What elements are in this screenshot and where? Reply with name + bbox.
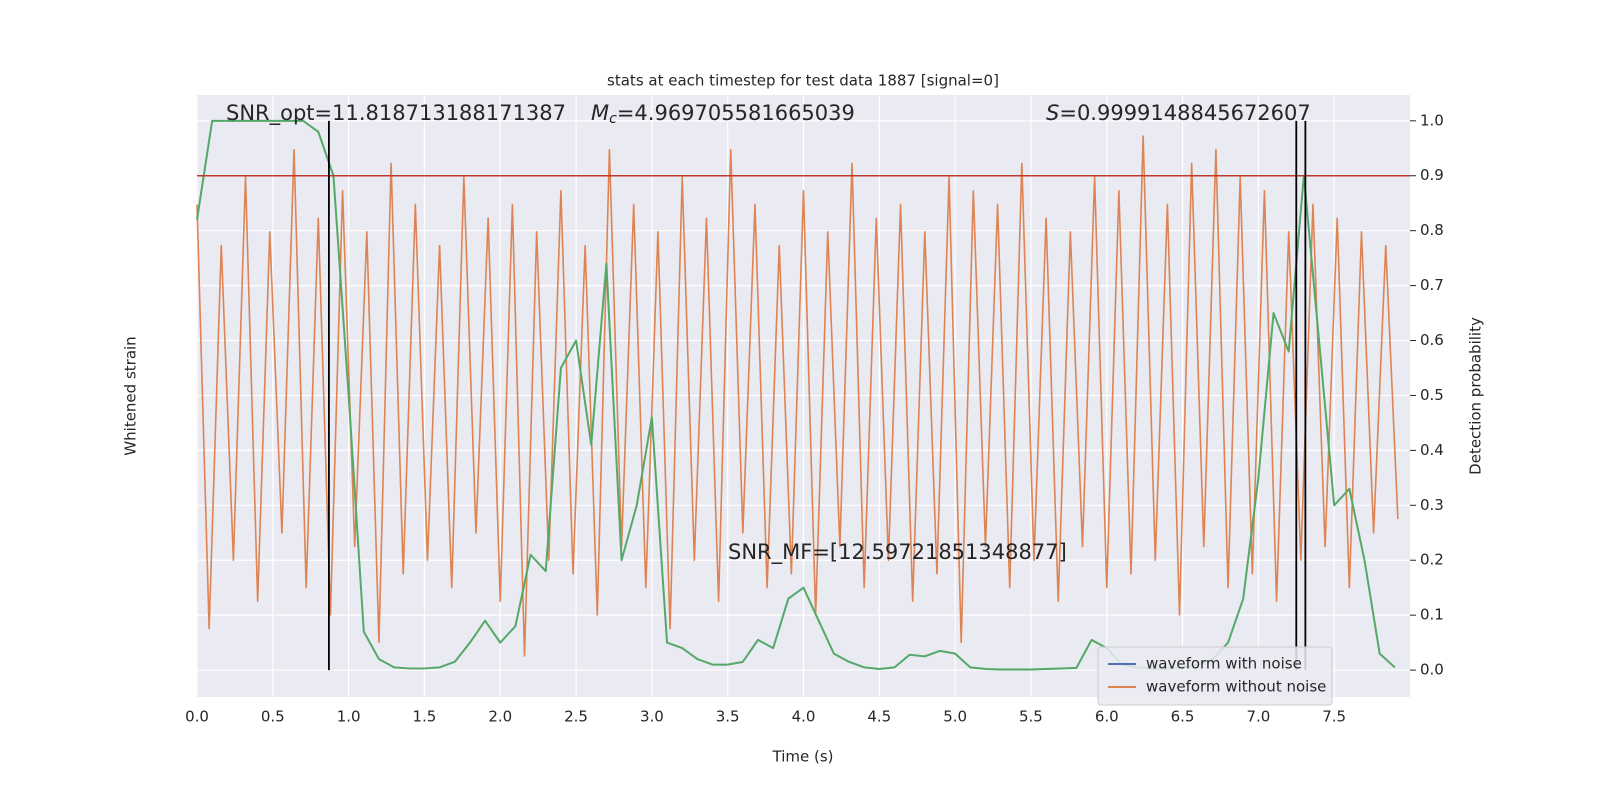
y2-axis-label: Detection probability (1467, 317, 1485, 475)
annotation-subscript: c (609, 111, 617, 127)
x-tick-label: 6.5 (1171, 708, 1195, 726)
x-tick-label: 4.0 (792, 708, 816, 726)
legend-box (1097, 646, 1333, 706)
y2-tick-label: 0.6 (1420, 331, 1444, 349)
x-tick-label: 5.0 (943, 708, 967, 726)
x-tick-label: 5.5 (1019, 708, 1043, 726)
legend-label: waveform without noise (1146, 678, 1326, 696)
x-tick-label: 2.0 (488, 708, 512, 726)
x-tick-label: 1.0 (337, 708, 361, 726)
y2-tick-label: 0.9 (1420, 166, 1444, 184)
annotation-symbol: M (591, 101, 609, 125)
x-tick-label: 4.5 (867, 708, 891, 726)
y-axis-label: Whitened strain (122, 336, 140, 455)
annotation-value: =4.969705581665039 (617, 101, 855, 125)
x-tick-label: 2.5 (564, 708, 588, 726)
legend-label: waveform with noise (1146, 655, 1302, 673)
x-tick-label: 0.0 (185, 708, 209, 726)
y2-tick-label: 1.0 (1420, 111, 1444, 129)
annotation-symbol: S (1046, 101, 1059, 125)
y2-tick-label: 0.3 (1420, 496, 1444, 514)
x-tick-label: 7.5 (1322, 708, 1346, 726)
series-line (196, 135, 1399, 657)
y2-tick-label: 0.8 (1420, 221, 1444, 239)
annotation: Mc=4.969705581665039 (591, 101, 855, 127)
annotation: SNR_opt=11.818713188171387 (226, 101, 566, 126)
x-tick-label: 3.5 (716, 708, 740, 726)
y2-tick-label: 0.7 (1420, 276, 1444, 294)
y2-tick-label: 0.0 (1420, 661, 1444, 679)
x-tick-label: 0.5 (261, 708, 285, 726)
annotation: S=0.9999148845672607 (1046, 101, 1311, 125)
x-tick-label: 7.0 (1246, 708, 1270, 726)
x-tick-label: 6.0 (1095, 708, 1119, 726)
x-tick-label: 1.5 (413, 708, 437, 726)
y2-tick-label: 0.4 (1420, 441, 1444, 459)
annotation-value: =0.9999148845672607 (1059, 101, 1310, 125)
chart-title: stats at each timestep for test data 188… (607, 72, 999, 90)
x-tick-label: 3.0 (640, 708, 664, 726)
annotation: SNR_MF=[12.59721851348877] (728, 540, 1067, 565)
y2-tick-label: 0.1 (1420, 606, 1444, 624)
legend: waveform with noise waveform without nois… (1097, 646, 1333, 706)
marks (196, 119, 1410, 671)
y2-tick-label: 0.5 (1420, 386, 1444, 404)
y2-tick-label: 0.2 (1420, 551, 1444, 569)
x-axis-label: Time (s) (772, 748, 834, 766)
